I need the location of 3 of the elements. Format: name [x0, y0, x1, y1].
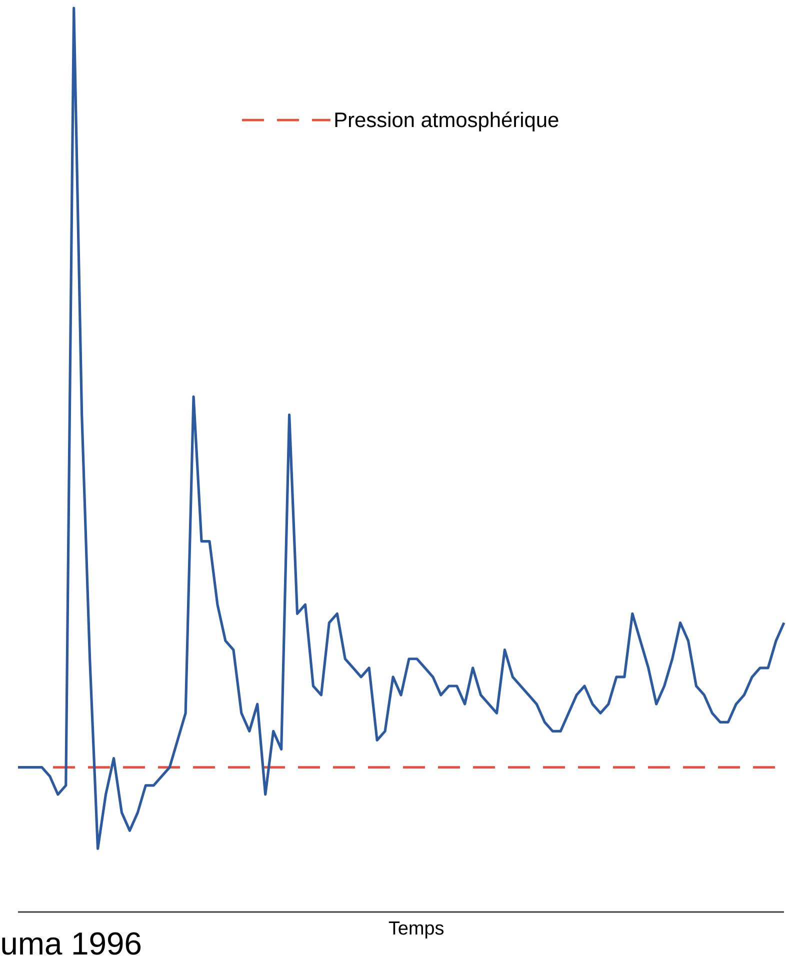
- legend-label: Pression atmosphérique: [335, 112, 558, 132]
- x-axis-title: Temps: [388, 922, 444, 938]
- text: uma 1996: [2, 932, 141, 955]
